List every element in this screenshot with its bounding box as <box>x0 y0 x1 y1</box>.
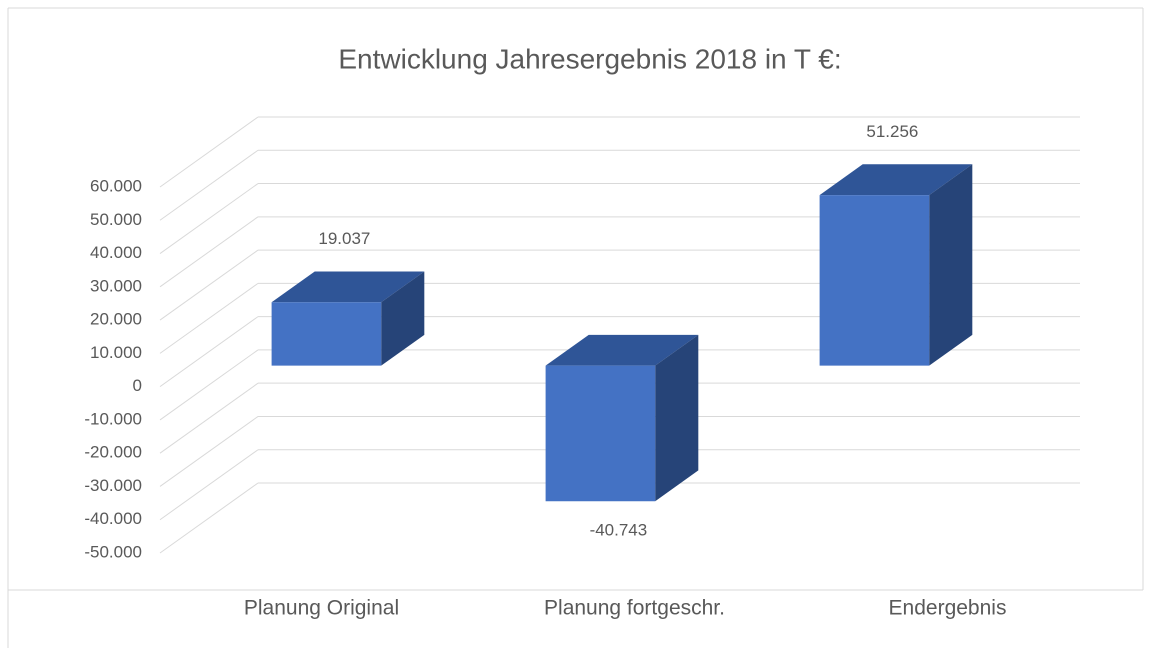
y-tick-label: 40.000 <box>90 243 142 262</box>
grid-line <box>159 449 259 521</box>
grid-line <box>159 282 259 354</box>
y-tick-label: -10.000 <box>84 409 142 428</box>
bar-side <box>381 271 425 366</box>
y-tick-label: 0 <box>133 376 142 395</box>
bar-side <box>929 164 973 366</box>
data-label: 51.256 <box>866 122 918 141</box>
bar-top <box>819 164 973 196</box>
grid-line <box>159 149 259 221</box>
x-tick-label: Planung fortgeschr. <box>544 597 725 620</box>
chart-title: Entwicklung Jahresergebnis 2018 in T €: <box>338 43 841 74</box>
data-label: -40.743 <box>590 521 648 540</box>
grid-line <box>159 249 259 321</box>
x-tick-label: Endergebnis <box>889 597 1007 620</box>
bar <box>271 302 382 366</box>
bar-top <box>271 271 425 303</box>
y-tick-label: 50.000 <box>90 210 142 229</box>
grid-line <box>159 116 259 188</box>
grid-line <box>159 316 259 388</box>
y-tick-label: -40.000 <box>84 509 142 528</box>
data-label: 19.037 <box>318 229 370 248</box>
grid-line <box>159 216 259 288</box>
grid-line <box>159 382 259 454</box>
grid-line <box>159 183 259 254</box>
y-tick-label: 20.000 <box>90 310 142 329</box>
y-tick-label: -20.000 <box>84 443 142 462</box>
grid-line <box>159 482 259 554</box>
y-tick-label: 30.000 <box>90 276 142 295</box>
y-tick-label: 60.000 <box>90 176 142 195</box>
x-tick-label: Planung Original <box>244 597 399 620</box>
y-tick-label: -50.000 <box>84 542 142 561</box>
y-tick-label: 10.000 <box>90 343 142 362</box>
grid-line <box>159 416 259 487</box>
bar-top <box>545 334 699 366</box>
grid-line <box>159 349 259 421</box>
bar-side <box>655 334 699 502</box>
bar <box>545 365 656 502</box>
bar <box>819 195 930 366</box>
y-tick-label: -30.000 <box>84 476 142 495</box>
